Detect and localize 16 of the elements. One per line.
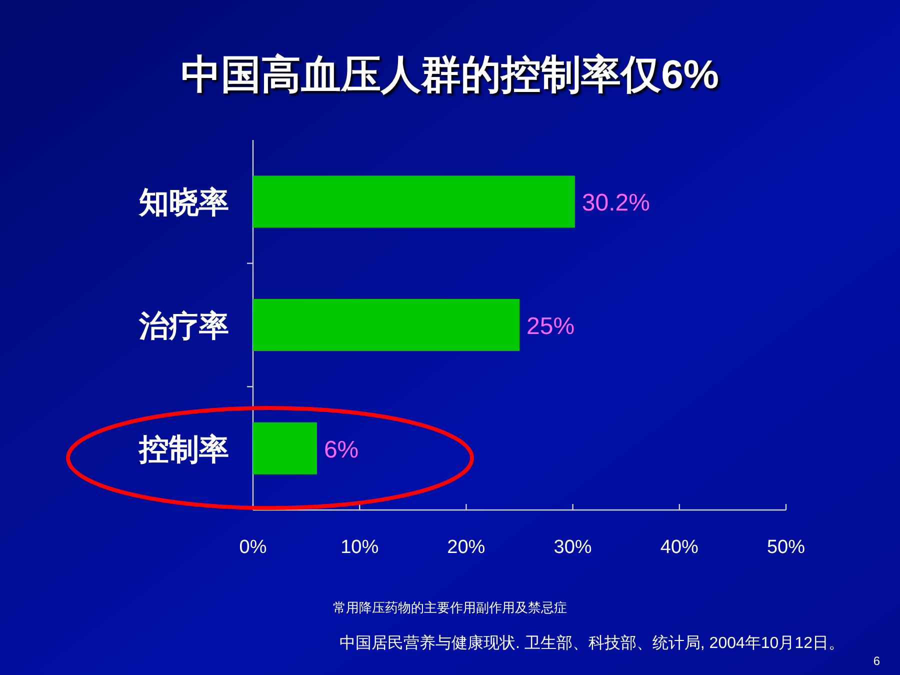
x-tick-label: 20% bbox=[447, 537, 486, 558]
x-tick-label: 0% bbox=[239, 537, 267, 558]
data-label: 30.2% bbox=[582, 190, 650, 217]
x-tick-label: 50% bbox=[766, 537, 806, 558]
y-tick-label: 控制率 bbox=[138, 432, 229, 466]
x-tick-label: 30% bbox=[554, 537, 592, 558]
y-tick-label: 知晓率 bbox=[138, 186, 229, 220]
chart-title: 中国高血压人群的控制率仅6% bbox=[181, 53, 719, 97]
text: 6 bbox=[873, 654, 880, 668]
x-tick-label: 10% bbox=[340, 537, 379, 558]
data-label: 25% bbox=[526, 313, 575, 340]
text: 中国居民营养与健康现状. 卫生部、科技部、统计局, 2004年10月12日。 bbox=[340, 634, 844, 652]
x-tick-label: 40% bbox=[660, 537, 699, 558]
data-label: 6% bbox=[324, 436, 359, 464]
y-tick-label: 治疗率 bbox=[138, 309, 229, 343]
text: 常用降压药物的主要作用副作用及禁忌症 bbox=[333, 600, 567, 615]
